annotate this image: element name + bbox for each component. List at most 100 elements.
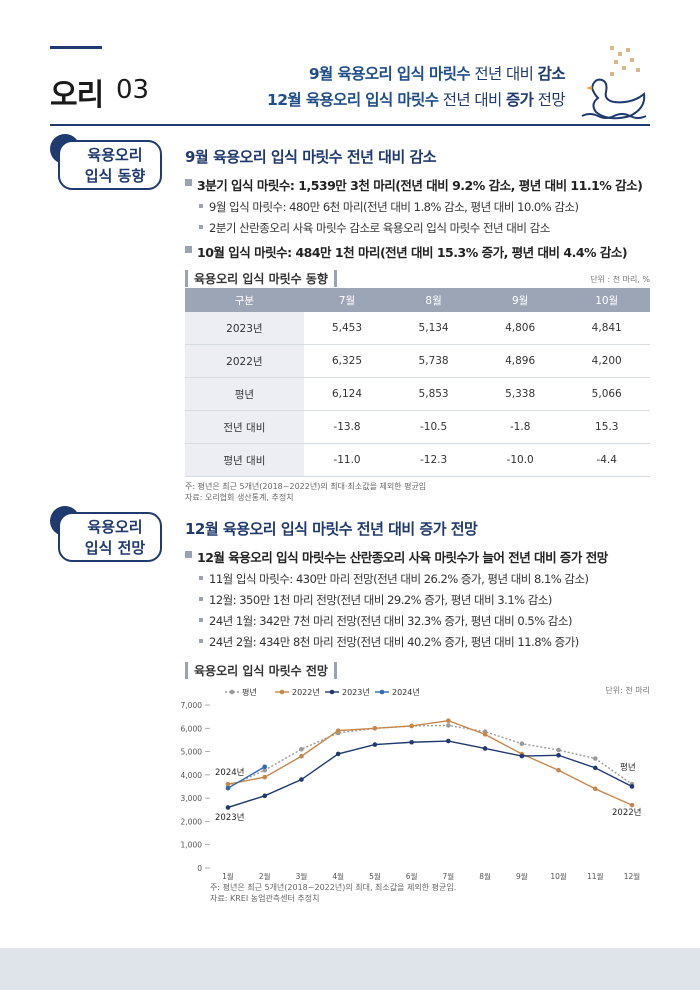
header-rule <box>50 124 650 126</box>
chart-note: 주: 평년은 최근 5개년(2018~2022년)의 최대, 최소값을 제외한 … <box>210 883 457 892</box>
series-point <box>262 767 268 773</box>
series-point <box>482 746 488 751</box>
table-cell: 4,806 <box>476 312 564 345</box>
series-point <box>372 725 378 731</box>
series-point <box>299 746 304 752</box>
series-point <box>225 805 231 810</box>
table-cell: 5,134 <box>390 312 477 345</box>
table-cell: 5,853 <box>390 377 477 411</box>
table-cell: 전년 대비 <box>185 410 304 444</box>
series-point <box>225 781 231 787</box>
table-cell: 평년 <box>185 377 304 411</box>
series-point <box>262 774 268 780</box>
x-tick-label: 7월 <box>443 871 455 881</box>
sub-bullet: 24년 2월: 434만 8천 마리 전망(전년 대비 40.2% 증가, 평년… <box>199 634 655 650</box>
chart-note: 자료: KREI 농업관측센터 추정치 <box>210 894 320 903</box>
series-line <box>227 724 633 788</box>
legend-label: 2024년 <box>392 687 420 697</box>
series-line <box>227 719 633 806</box>
series-point <box>335 751 341 757</box>
table-cell: -1.8 <box>476 410 564 444</box>
bullet: 10월 입식 마릿수: 484만 1천 마리(전년 대비 15.3% 증가, 평… <box>185 242 655 261</box>
table-cell: 4,896 <box>476 344 564 378</box>
table-header-row: 구분 7월 8월 9월 10월 <box>185 288 650 312</box>
footer-band <box>0 948 700 990</box>
table-cell: 4,841 <box>563 312 650 345</box>
table-header-cell: 7월 <box>303 288 391 312</box>
table-cell: 5,453 <box>303 312 391 345</box>
x-tick-label: 8월 <box>479 871 491 881</box>
badge-line: 입식 전망 <box>84 539 146 557</box>
table-cell: 5,066 <box>563 377 650 411</box>
title-seg: 전년 대비 <box>470 65 538 83</box>
series-point <box>629 784 635 789</box>
series-point <box>446 738 451 744</box>
table-cell: 4,200 <box>563 344 650 378</box>
y-tick-label: 4,000 <box>181 771 203 780</box>
table-title: 육용오리 입식 마릿수 동향 <box>185 270 337 287</box>
table-row: 전년 대비 -13.8 -10.5 -1.8 15.3 <box>185 410 650 444</box>
x-tick-label: 4월 <box>332 871 344 881</box>
x-tick-label: 3월 <box>296 871 308 881</box>
sub-bullet: 24년 1월: 342만 7천 마리 전망(전년 대비 32.3% 증가, 평년… <box>199 613 655 629</box>
table-cell: 6,325 <box>303 344 391 378</box>
table-cell: 평년 대비 <box>185 443 304 477</box>
section-heading: 9월 육용오리 입식 마릿수 전년 대비 감소 <box>185 148 437 166</box>
legend-dot <box>329 689 335 695</box>
x-tick-label: 1월 <box>222 871 234 881</box>
x-tick-label: 2월 <box>259 871 271 881</box>
chart: 단위: 천 마리 0 1,000 2,000 3,000 4,000 5,000 6,000 7… <box>181 685 650 881</box>
badge: 육용오리 입식 동향 <box>58 140 162 190</box>
series-point <box>262 793 268 799</box>
badge: 육용오리 입식 전망 <box>58 512 162 562</box>
chart-notes: 주: 평년은 최근 5개년(2018~2022년)의 최대, 최소값을 제외한 … <box>210 882 456 904</box>
table-cell: 5,738 <box>390 344 477 378</box>
series-point <box>482 732 488 737</box>
x-tick-label: 5월 <box>369 871 381 881</box>
table-cell: -4.4 <box>563 443 650 477</box>
x-tick-label: 10월 <box>550 871 567 881</box>
series-point <box>629 802 635 808</box>
series-point <box>519 741 525 747</box>
table-block: 육용오리 입식 마릿수 동향 단위 : 천 마리, % 구분 7월 8월 9월 10월 2… <box>185 268 650 503</box>
y-tick-label: 6,000 <box>181 724 203 733</box>
series-point <box>262 764 268 770</box>
bullet: 3분기 입식 마릿수: 1,539만 3천 마리(전년 대비 9.2% 감소, … <box>185 175 655 194</box>
table-cell: 5,338 <box>476 377 564 411</box>
series-point <box>409 739 414 745</box>
table-cell: -10.0 <box>476 443 564 477</box>
y-tick-label: 5,000 <box>181 748 203 757</box>
legend-label: 2023년 <box>342 687 370 697</box>
legend-dot <box>229 689 235 695</box>
section: 12월 육용오리 입식 마릿수 전년 대비 증가 전망 12월 육용오리 입식 마… <box>185 518 655 655</box>
section: 9월 육용오리 입식 마릿수 전년 대비 감소 3분기 입식 마릿수: 1,539… <box>185 146 655 265</box>
title-line: 12월 육용오리 입식 마릿수 전년 대비 증가 전망 <box>267 88 566 110</box>
series-point <box>519 753 525 759</box>
series-point <box>556 767 561 773</box>
title-seg: 12월 육용오리 입식 마릿수 <box>267 91 439 109</box>
series-line <box>227 766 266 789</box>
sub-bullet: 11월 입식 마릿수: 430만 마리 전망(전년 대비 26.2% 증가, 평… <box>199 571 655 587</box>
duck-illustration <box>581 46 647 120</box>
table-cell: 15.3 <box>563 410 650 444</box>
annotation: 평년 <box>620 762 636 773</box>
legend-dot <box>379 689 385 695</box>
header-number: 03 <box>116 75 150 105</box>
series-point <box>556 752 561 758</box>
table-header-cell: 8월 <box>390 288 477 312</box>
table-row: 평년 6,124 5,853 5,338 5,066 <box>185 377 650 411</box>
table-cell: -12.3 <box>390 443 477 477</box>
chart-head: 육용오리 입식 마릿수 전망 <box>185 660 650 680</box>
series-point <box>299 753 304 759</box>
x-tick-label: 11월 <box>587 871 604 881</box>
series-point <box>299 777 304 782</box>
series-point <box>556 747 561 753</box>
series-point <box>592 786 598 792</box>
title-seg: 전망 <box>533 91 566 109</box>
header-label: 오리 <box>50 78 104 113</box>
title-seg: 9월 육용오리 입식 마릿수 <box>308 65 471 83</box>
section-heading: 12월 육용오리 입식 마릿수 전년 대비 증가 전망 <box>185 520 478 538</box>
series-point <box>592 765 598 771</box>
legend-label: 2022년 <box>292 687 320 697</box>
table-note: 자료: 오리협회 생산통계, 추정치 <box>185 493 294 502</box>
